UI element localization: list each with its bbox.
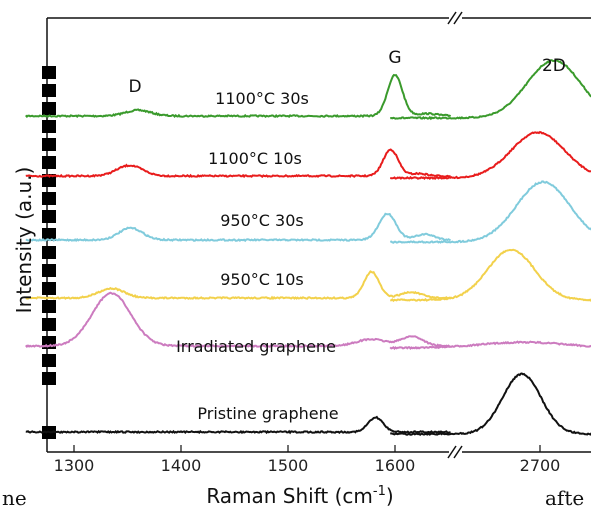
- left-square-marker: [42, 210, 56, 223]
- x-tick-label: 1600: [375, 456, 416, 475]
- peak-label: G: [388, 48, 401, 68]
- series-line-right: [390, 180, 591, 244]
- series-line-left: [25, 415, 451, 435]
- series-line-right: [389, 59, 591, 121]
- left-square-marker: [42, 354, 56, 367]
- left-square-marker: [42, 102, 56, 115]
- left-square-marker: [42, 156, 56, 169]
- x-tick-label: 2700: [520, 456, 561, 475]
- left-square-marker: [42, 300, 56, 313]
- left-square-marker: [42, 138, 56, 151]
- series-line-right: [389, 340, 591, 351]
- left-square-marker: [42, 246, 56, 259]
- left-square-marker: [42, 372, 56, 385]
- series-line-left: [25, 270, 451, 301]
- left-square-marker: [42, 120, 56, 133]
- series-line-left: [25, 73, 452, 119]
- peak-labels: D G 2D: [128, 48, 565, 97]
- axis-break-slash-top-2: [453, 11, 463, 25]
- axis-break-slash-top-1: [447, 11, 457, 25]
- series-line-left: [25, 291, 451, 349]
- left-edge-markers: [42, 66, 56, 439]
- left-square-marker: [42, 318, 56, 331]
- x-ticks: 1300 1400 1500 1600 2700: [54, 445, 561, 475]
- left-square-marker: [42, 282, 56, 295]
- series-line-left: [25, 148, 451, 179]
- y-axis-title: Intensity (a.u.): [12, 167, 36, 314]
- series-labels: 1100°C 30s 1100°C 10s 950°C 30s 950°C 10s Ir…: [176, 89, 339, 423]
- series-label: 950°C 30s: [220, 211, 304, 230]
- x-tick-label: 1500: [268, 456, 309, 475]
- series-label: Pristine graphene: [197, 404, 338, 423]
- left-square-marker: [42, 192, 56, 205]
- axis-break-slash-bottom-1: [447, 445, 457, 459]
- series-label: Irradiated graphene: [176, 337, 336, 356]
- x-tick-label: 1400: [161, 456, 202, 475]
- series-label: 950°C 10s: [220, 270, 304, 289]
- cropped-text-left: ne: [2, 486, 27, 510]
- series-line-left: [25, 212, 451, 243]
- series-line-right: [390, 248, 591, 303]
- series-label: 1100°C 10s: [208, 149, 302, 168]
- x-axis-title: Raman Shift (cm-1): [206, 484, 393, 508]
- series-group: [25, 59, 591, 436]
- peak-label: 2D: [542, 56, 566, 76]
- left-square-marker: [42, 264, 56, 277]
- series-label: 1100°C 30s: [215, 89, 309, 108]
- series-line-right: [390, 130, 591, 181]
- peak-label: D: [128, 77, 141, 97]
- cropped-text-right: afte: [545, 486, 585, 510]
- left-square-marker: [42, 66, 56, 79]
- left-square-marker: [42, 228, 56, 241]
- axis-break-slash-bottom-2: [453, 445, 463, 459]
- left-square-marker: [42, 84, 56, 97]
- x-tick-label: 1300: [54, 456, 95, 475]
- series-line-right: [390, 372, 591, 436]
